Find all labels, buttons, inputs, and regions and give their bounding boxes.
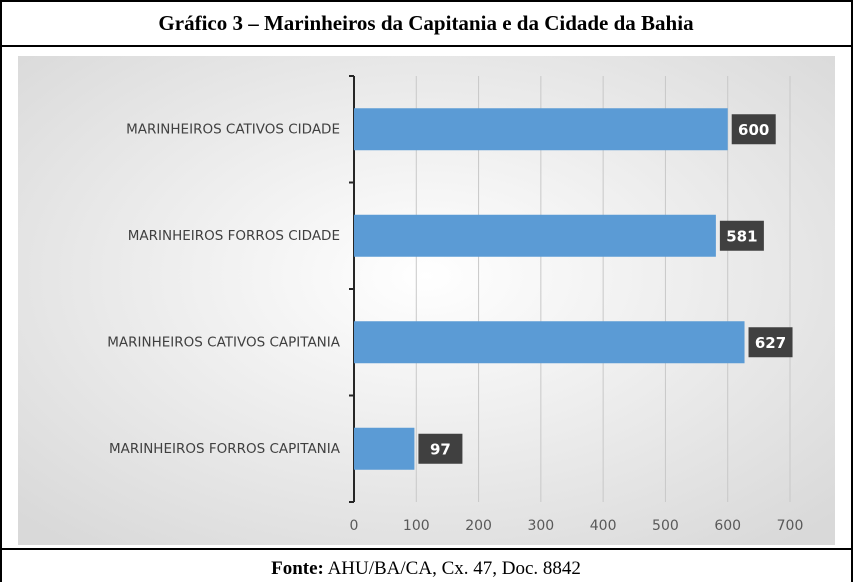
x-tick-label: 100 [403,518,430,534]
chart-title: Gráfico 3 – Marinheiros da Capitania e d… [158,11,694,35]
bar [354,427,415,470]
data-label-box [418,433,463,464]
footer-label: Fonte: [271,558,324,579]
footer-text: AHU/BA/CA, Cx. 47, Doc. 8842 [328,558,581,579]
bar [354,214,716,257]
x-tick-label: 600 [714,518,741,534]
y-tick-label: MARINHEIROS CATIVOS CAPITANIA [107,334,340,350]
data-label: 600 [738,121,769,139]
data-label: 581 [726,227,757,245]
footer: Fonte: AHU/BA/CA, Cx. 47, Doc. 8842 [271,558,581,579]
x-tick-label: 700 [777,518,804,534]
plot: 0 100 200 300 400 500 600 700 MARINHEIROS CATIVO… [107,75,804,534]
data-label: 97 [430,440,451,458]
y-tick-label: MARINHEIROS CATIVOS CIDADE [126,121,340,137]
x-tick-label: 0 [350,518,359,534]
data-label-box [748,327,793,358]
x-tick-label: 300 [527,518,554,534]
bar [354,321,745,364]
y-tick-label: MARINHEIROS FORROS CAPITANIA [109,441,341,457]
y-tick-label: MARINHEIROS FORROS CIDADE [128,228,340,244]
x-tick-label: 500 [652,518,679,534]
x-tick-label: 200 [465,518,492,534]
data-label-box [719,220,764,251]
bar [354,108,728,151]
x-tick-label: 400 [590,518,617,534]
data-label: 627 [755,334,786,352]
data-label-box [731,114,776,145]
